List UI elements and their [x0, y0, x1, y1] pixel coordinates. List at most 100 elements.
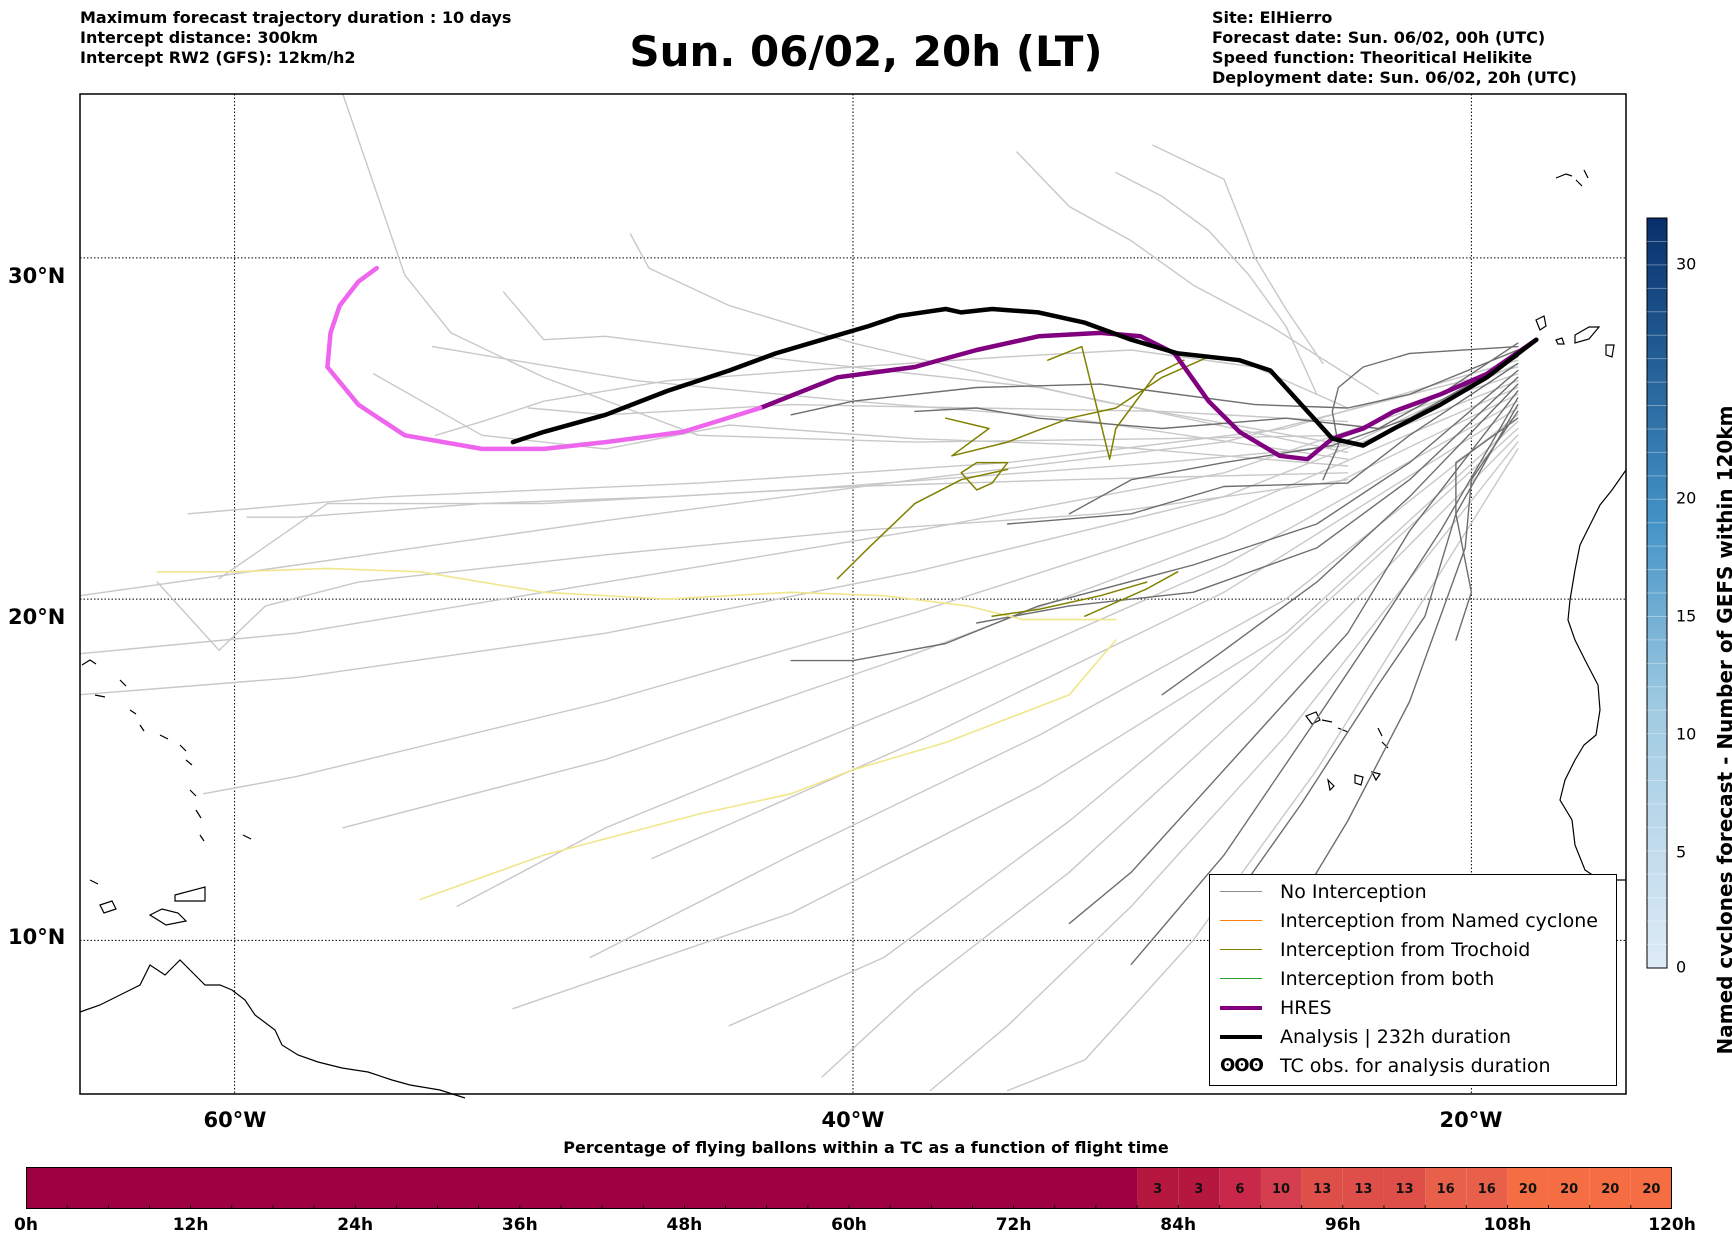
track-hres: [757, 330, 1539, 462]
timebar-tick-label: 96h: [1324, 1215, 1361, 1235]
legend-item: No Interception: [1220, 877, 1427, 906]
timebar-segment-label: 6: [1235, 1182, 1244, 1197]
track-trochoid: [945, 356, 1210, 457]
track-no-interception: [790, 369, 1519, 662]
header-info-left: Maximum forecast trajectory duration : 1…: [80, 8, 511, 68]
track-no-interception: [1115, 171, 1318, 395]
header-left-line: Maximum forecast trajectory duration : 1…: [80, 8, 512, 27]
track-trochoid-faded: [156, 567, 1117, 621]
coastline-africa: [1559, 469, 1627, 881]
timebar-segment: [1219, 1167, 1261, 1209]
header-right-line: Forecast date: Sun. 06/02, 00h (UTC): [1212, 28, 1546, 47]
timebar-segment-label: 20: [1601, 1182, 1619, 1197]
timebar-tick-label: 36h: [501, 1215, 538, 1235]
colorbar-tick-label: 0: [1676, 957, 1687, 977]
header-right-line: Deployment date: Sun. 06/02, 20h (UTC): [1212, 68, 1577, 87]
x-tick-label: 40°W: [821, 1108, 885, 1132]
y-tick-label: 30°N: [8, 264, 66, 288]
timebar-tick-label: 120h: [1648, 1215, 1696, 1235]
legend-label: Interception from both: [1280, 967, 1495, 990]
timebar-segment-label: 16: [1437, 1182, 1455, 1197]
colorbar: [1646, 217, 1668, 969]
colorbar-tick-label: 10: [1676, 724, 1697, 744]
tc-obs-icon: ʘʘʘ: [1220, 1055, 1264, 1076]
track-trochoid: [1047, 345, 1185, 460]
legend-item: Analysis | 232h duration: [1220, 1022, 1511, 1051]
track-no-interception: [79, 373, 1519, 655]
track-no-interception: [203, 386, 1519, 795]
track-trochoid: [991, 581, 1148, 617]
x-tick-label: 20°W: [1439, 1108, 1503, 1132]
timebar-tick-label: 72h: [995, 1215, 1032, 1235]
timebar-segment-label: 20: [1560, 1182, 1578, 1197]
track-no-interception: [1223, 403, 1519, 914]
track-no-interception: [512, 420, 1519, 1010]
colorbar-label: Named cyclones forecast - Number of GEFS…: [1713, 405, 1732, 1055]
legend: No Interception Interception from Named …: [1209, 874, 1617, 1086]
timebar-tick-label: 24h: [337, 1215, 374, 1235]
legend-label: Analysis | 232h duration: [1280, 1025, 1512, 1048]
legend-item: HRES: [1220, 993, 1332, 1022]
timebar-segment-label: 3: [1194, 1182, 1203, 1197]
no-interception-tracks-dark: [790, 342, 1519, 965]
track-no-interception: [728, 427, 1519, 1027]
legend-swatch-analysis: [1220, 1034, 1262, 1039]
timebar-segment: [1589, 1167, 1631, 1209]
track-trochoid: [1084, 571, 1179, 617]
colorbar-tick-label: 30: [1676, 254, 1697, 274]
colorbar-tick-label: 5: [1676, 842, 1687, 862]
track-analysis: [510, 306, 1539, 448]
track-no-interception: [589, 414, 1519, 959]
track-no-interception: [929, 441, 1519, 1092]
legend-swatch-trochoid: [1220, 949, 1262, 950]
track-no-interception: [651, 407, 1519, 860]
legend-label: HRES: [1280, 996, 1332, 1019]
track-no-interception: [1152, 144, 1324, 365]
track-no-interception: [373, 373, 1349, 467]
track-trochoid: [960, 461, 1009, 491]
legend-item: ʘʘʘ TC obs. for analysis duration: [1220, 1051, 1551, 1080]
legend-label: No Interception: [1280, 880, 1427, 903]
track-no-interception: [1161, 383, 1519, 696]
coastline-cape-verde: [1305, 711, 1389, 792]
legend-label: Interception from Named cyclone: [1280, 909, 1598, 932]
coastline-caribbean-isles: [81, 659, 252, 926]
track-no-interception: [790, 349, 1519, 416]
timebar-tick-label: 84h: [1160, 1215, 1197, 1235]
track-trochoid-faded: [419, 639, 1117, 901]
track-no-interception: [1006, 448, 1519, 1092]
legend-item: Interception from both: [1220, 964, 1494, 993]
timebar-segment-label: 20: [1642, 1182, 1660, 1197]
timebar-segment: [1507, 1167, 1549, 1209]
y-tick-label: 20°N: [8, 605, 66, 629]
header-left-line: Intercept distance: 300km: [80, 28, 319, 47]
track-no-interception: [1285, 410, 1519, 925]
timebar-segment: [26, 1167, 1138, 1209]
timebar-tick-label: 12h: [172, 1215, 209, 1235]
timebar-tick-label: 60h: [831, 1215, 867, 1235]
map-frame: [79, 93, 1627, 1095]
timebar-segment: [1425, 1167, 1467, 1209]
track-no-interception: [79, 366, 1519, 597]
main-tracks: [325, 265, 1539, 462]
timebar-segment-label: 13: [1313, 1182, 1331, 1197]
timebar-segment: [1466, 1167, 1508, 1209]
coastline-canary-islands: [1535, 169, 1615, 358]
track-no-interception: [342, 93, 1349, 443]
track-no-interception: [456, 400, 1519, 907]
track-no-interception: [79, 380, 1519, 696]
timebar-segment-label: 20: [1519, 1182, 1537, 1197]
timebar-segment: [1178, 1167, 1220, 1209]
track-no-interception: [1322, 345, 1519, 481]
track-no-interception: [527, 403, 1349, 423]
track-trochoid: [836, 468, 1009, 580]
legend-swatch-hres: [1220, 1005, 1262, 1010]
track-no-interception: [156, 479, 1349, 651]
legend-item: Interception from Trochoid: [1220, 935, 1530, 964]
legend-label: Interception from Trochoid: [1280, 938, 1531, 961]
timebar-segment-label: 13: [1395, 1182, 1413, 1197]
timebar-segment: [1548, 1167, 1590, 1209]
trochoid-tracks-olive: [836, 345, 1210, 617]
colorbar-gradient: [1646, 217, 1668, 969]
